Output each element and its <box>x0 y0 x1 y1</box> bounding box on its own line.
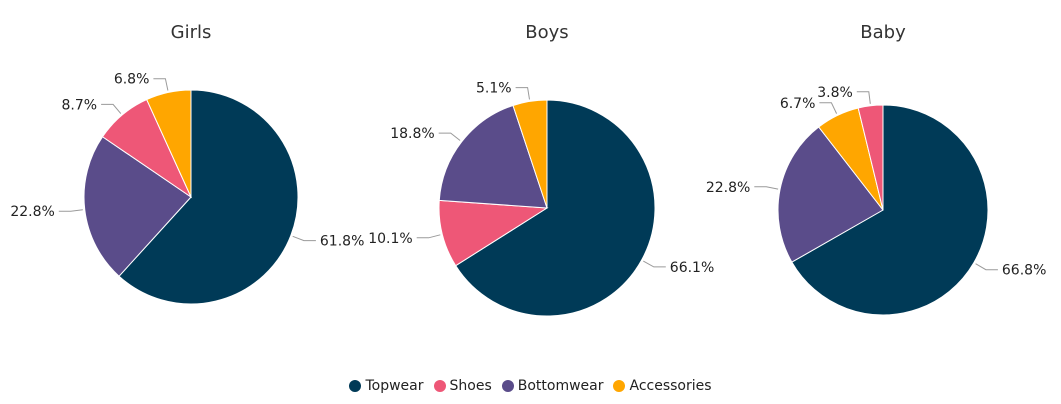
legend-marker-accessories <box>613 380 626 392</box>
chart-title-girls: Girls <box>171 22 212 43</box>
legend: Topwear Shoes Bottomwear Accessories <box>0 374 1061 398</box>
pie-slice-baby-topwear[interactable] <box>791 104 989 316</box>
data-label-boys-accessories: 5.1% <box>476 81 512 97</box>
chart-title-baby: Baby <box>860 22 906 43</box>
pie-slice-girls-accessories[interactable] <box>146 89 192 198</box>
data-label-girls-accessories: 6.8% <box>114 72 150 88</box>
data-label-boys-shoes: 10.1% <box>368 231 412 247</box>
pie-slice-girls-topwear[interactable] <box>118 89 299 305</box>
pie-slice-boys-bottomwear[interactable] <box>438 104 548 209</box>
data-label-baby-shoes: 3.8% <box>817 85 853 101</box>
pie-chart-girls: Girls 61.8% 22.8% 8.7% 6.8% <box>10 22 364 305</box>
leader-line-boys-shoes <box>416 234 441 239</box>
legend-item-shoes[interactable]: Shoes <box>433 378 492 394</box>
data-label-girls-bottomwear: 22.8% <box>10 204 54 220</box>
chart-title-boys: Boys <box>525 22 568 43</box>
legend-label-bottomwear: Bottomwear <box>517 378 604 394</box>
pie-slice-baby-bottomwear[interactable] <box>777 126 884 263</box>
pie-chart-baby: Baby 66.8% 22.8% 6.7%3.8% <box>706 22 1046 316</box>
leader-line-girls-accessories <box>153 78 169 91</box>
leader-line-baby-topwear <box>975 263 998 271</box>
data-label-baby-accessories: 6.7% <box>780 96 816 112</box>
legend-label-topwear: Topwear <box>365 378 424 394</box>
leader-line-boys-accessories <box>515 87 530 100</box>
data-label-girls-shoes: 8.7% <box>62 97 98 113</box>
legend-marker-bottomwear <box>501 380 514 392</box>
leader-line-baby-bottomwear <box>754 186 779 190</box>
data-label-boys-bottomwear: 18.8% <box>390 126 434 142</box>
leader-line-girls-topwear <box>292 235 316 242</box>
leader-line-baby-accessories <box>819 102 838 114</box>
data-label-boys-topwear: 66.1% <box>670 260 714 276</box>
pie-slice-boys-accessories[interactable] <box>512 99 548 209</box>
legend-item-topwear[interactable]: Topwear <box>349 378 424 394</box>
leader-line-boys-topwear <box>643 260 666 268</box>
pie-slice-baby-shoes[interactable] <box>857 104 884 211</box>
pie-chart-boys: Boys 66.1% 10.1% 18.8% 5.1% <box>368 22 714 317</box>
data-label-baby-topwear: 66.8% <box>1002 263 1046 279</box>
pie-slice-boys-topwear[interactable] <box>454 99 656 317</box>
pie-slice-girls-bottomwear[interactable] <box>83 136 192 277</box>
legend-item-bottomwear[interactable]: Bottomwear <box>501 378 604 394</box>
leader-line-girls-bottomwear <box>58 209 83 212</box>
legend-marker-shoes <box>433 380 446 392</box>
data-label-girls-topwear: 61.8% <box>320 234 364 250</box>
leader-line-girls-shoes <box>101 103 122 114</box>
legend-label-shoes: Shoes <box>449 378 492 394</box>
leader-line-boys-bottomwear <box>438 132 461 141</box>
legend-label-accessories: Accessories <box>629 378 712 394</box>
data-label-baby-bottomwear: 22.8% <box>706 180 750 196</box>
legend-item-accessories[interactable]: Accessories <box>613 378 712 394</box>
leader-line-baby-shoes <box>856 91 871 104</box>
legend-marker-topwear <box>349 380 362 392</box>
